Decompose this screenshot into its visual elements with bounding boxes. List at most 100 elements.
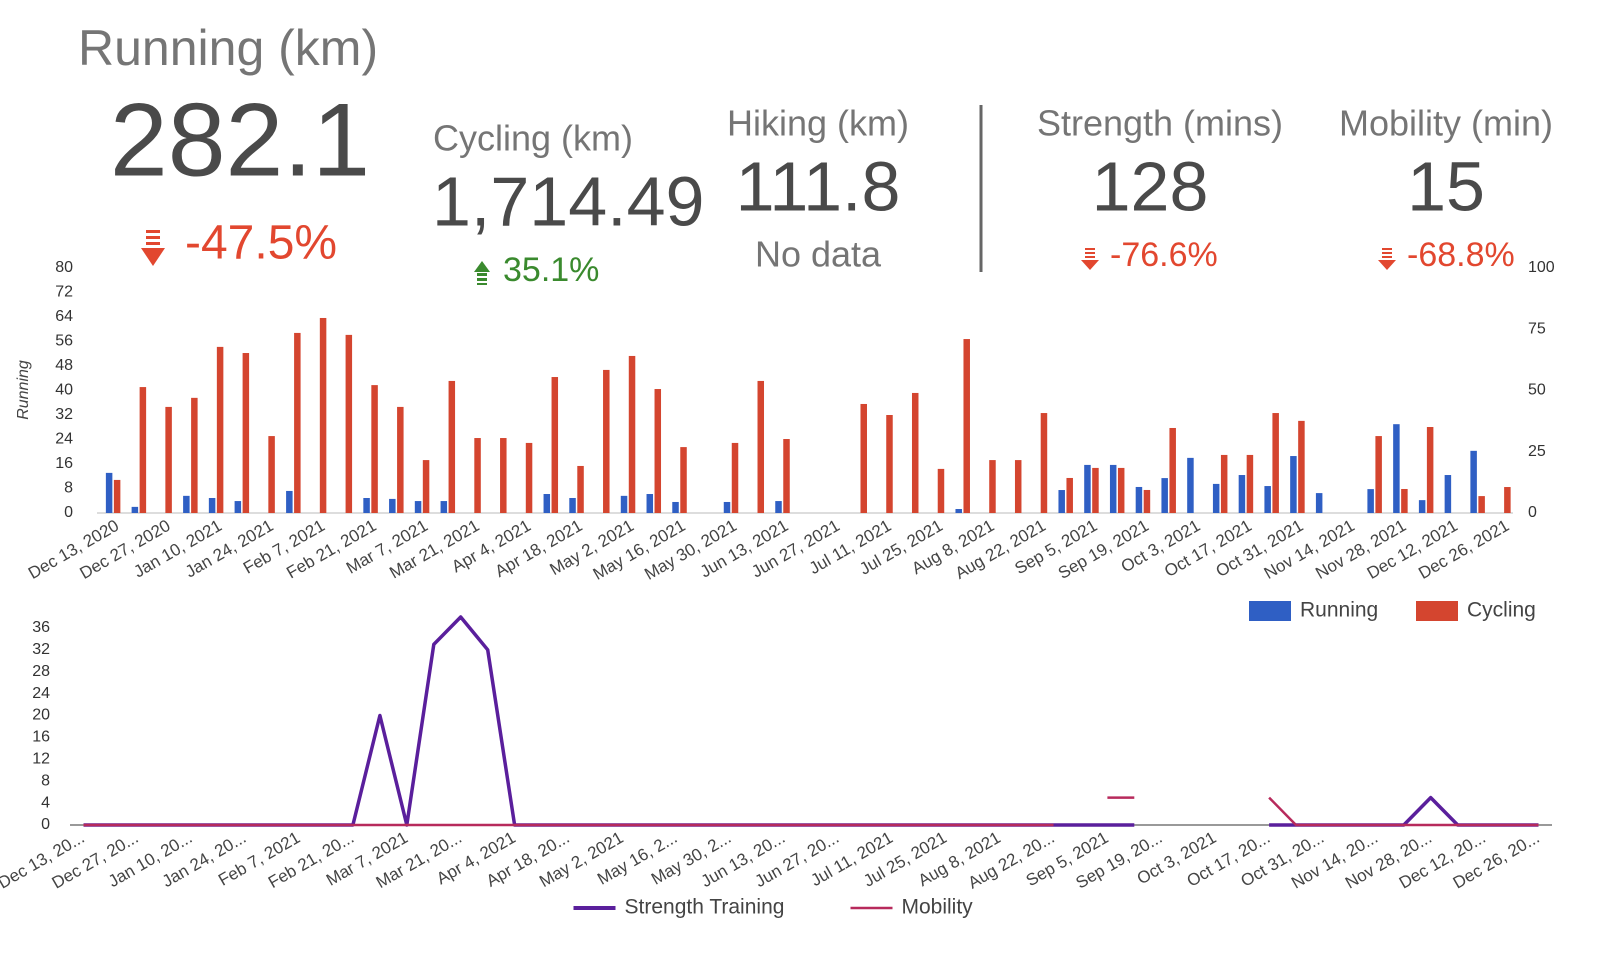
y-tick-label: 0	[41, 816, 50, 833]
bar	[268, 436, 275, 513]
bar	[989, 460, 996, 513]
scorecard-delta: 35.1%	[503, 251, 599, 289]
bar	[646, 494, 654, 513]
legend-label: Running	[1300, 599, 1378, 622]
scorecard-strength: Strength (mins) 128 -76.6%	[1037, 103, 1283, 274]
bar	[1084, 464, 1091, 513]
bar	[242, 353, 250, 513]
bar	[1246, 454, 1254, 513]
bar	[955, 509, 962, 513]
bar	[1504, 487, 1511, 513]
bar	[363, 497, 370, 513]
scorecard-value: 1,714.49	[432, 162, 704, 240]
bar	[1014, 460, 1022, 513]
y-tick-label: 36	[32, 619, 50, 636]
bar	[1272, 413, 1279, 513]
legend-label: Cycling	[1467, 599, 1536, 622]
bar	[1444, 475, 1452, 513]
bar	[319, 317, 327, 513]
scorecard-delta: -68.8%	[1407, 236, 1515, 274]
bar	[1298, 420, 1305, 513]
y-tick-label: 24	[55, 431, 73, 448]
bar	[422, 460, 430, 513]
bar	[1135, 486, 1143, 513]
bar	[757, 380, 765, 513]
y2-tick-label: 75	[1528, 320, 1546, 337]
y-tick-label: 24	[32, 685, 50, 702]
down-arrow	[141, 230, 165, 266]
scorecard-title: Running (km)	[78, 20, 378, 76]
bar	[1401, 488, 1408, 513]
bar	[1418, 500, 1426, 513]
y-tick-label: 64	[55, 308, 73, 325]
bar	[1187, 457, 1194, 513]
bar	[1470, 450, 1477, 513]
bar	[1040, 413, 1048, 513]
scorecard-title: Hiking (km)	[727, 103, 909, 144]
bar	[165, 406, 172, 513]
y-tick-label: 32	[55, 406, 73, 423]
bar	[1478, 496, 1485, 513]
bar	[191, 397, 198, 513]
y-tick-label: 16	[32, 729, 50, 746]
y-tick-label: 80	[55, 259, 73, 276]
bar	[1375, 436, 1382, 513]
y2-tick-label: 50	[1528, 382, 1546, 399]
up-arrow	[474, 261, 490, 285]
bar	[577, 465, 584, 513]
bar	[1393, 424, 1400, 513]
scorecard-title: Mobility (min)	[1339, 103, 1553, 144]
bar	[448, 380, 456, 513]
y-tick-label: 16	[55, 455, 73, 472]
scorecard-delta: -76.6%	[1110, 236, 1218, 274]
bar	[628, 355, 636, 513]
bar	[551, 377, 559, 513]
bar	[414, 501, 422, 513]
bar	[569, 497, 576, 513]
bar	[886, 415, 893, 513]
bar	[1212, 483, 1220, 513]
bar	[525, 442, 533, 513]
bar	[139, 387, 147, 513]
bar	[1058, 490, 1065, 513]
y-tick-label: 40	[55, 382, 73, 399]
legend-swatch	[1249, 601, 1291, 621]
y-tick-label: 8	[41, 772, 50, 789]
y-axis-label: Running	[15, 360, 32, 420]
bar	[371, 385, 378, 513]
legend-swatch	[1416, 601, 1458, 621]
y2-tick-label: 0	[1528, 504, 1537, 521]
down-arrow	[1378, 248, 1396, 270]
bar	[1367, 489, 1374, 513]
bar	[723, 501, 731, 513]
y-tick-label: 28	[32, 663, 50, 680]
bar	[860, 403, 867, 513]
legend-label: Strength Training	[625, 896, 785, 919]
bar	[1109, 464, 1117, 513]
bar	[105, 472, 113, 513]
scorecard-running: Running (km) 282.1 -47.5%	[78, 20, 378, 269]
bar	[731, 442, 739, 513]
bar	[1169, 427, 1176, 513]
legend-label: Mobility	[902, 896, 974, 919]
bar	[1426, 427, 1434, 513]
y-tick-label: 0	[64, 504, 73, 521]
bar	[389, 498, 396, 513]
scorecard-title: Cycling (km)	[433, 118, 633, 159]
line	[83, 615, 1539, 827]
scorecard-mobility: Mobility (min) 15 -68.8%	[1339, 103, 1553, 274]
bar	[234, 501, 242, 513]
y-tick-label: 48	[55, 357, 73, 374]
bar	[775, 501, 782, 513]
bar	[911, 392, 919, 513]
bar	[783, 439, 790, 513]
bar	[1066, 477, 1073, 513]
bar	[1315, 493, 1323, 513]
bar	[1161, 478, 1168, 513]
bar	[937, 468, 945, 513]
bar	[216, 346, 224, 513]
bar	[543, 494, 551, 513]
bar	[1117, 467, 1125, 513]
bar	[1290, 456, 1297, 513]
scorecard-delta: No data	[755, 234, 882, 275]
